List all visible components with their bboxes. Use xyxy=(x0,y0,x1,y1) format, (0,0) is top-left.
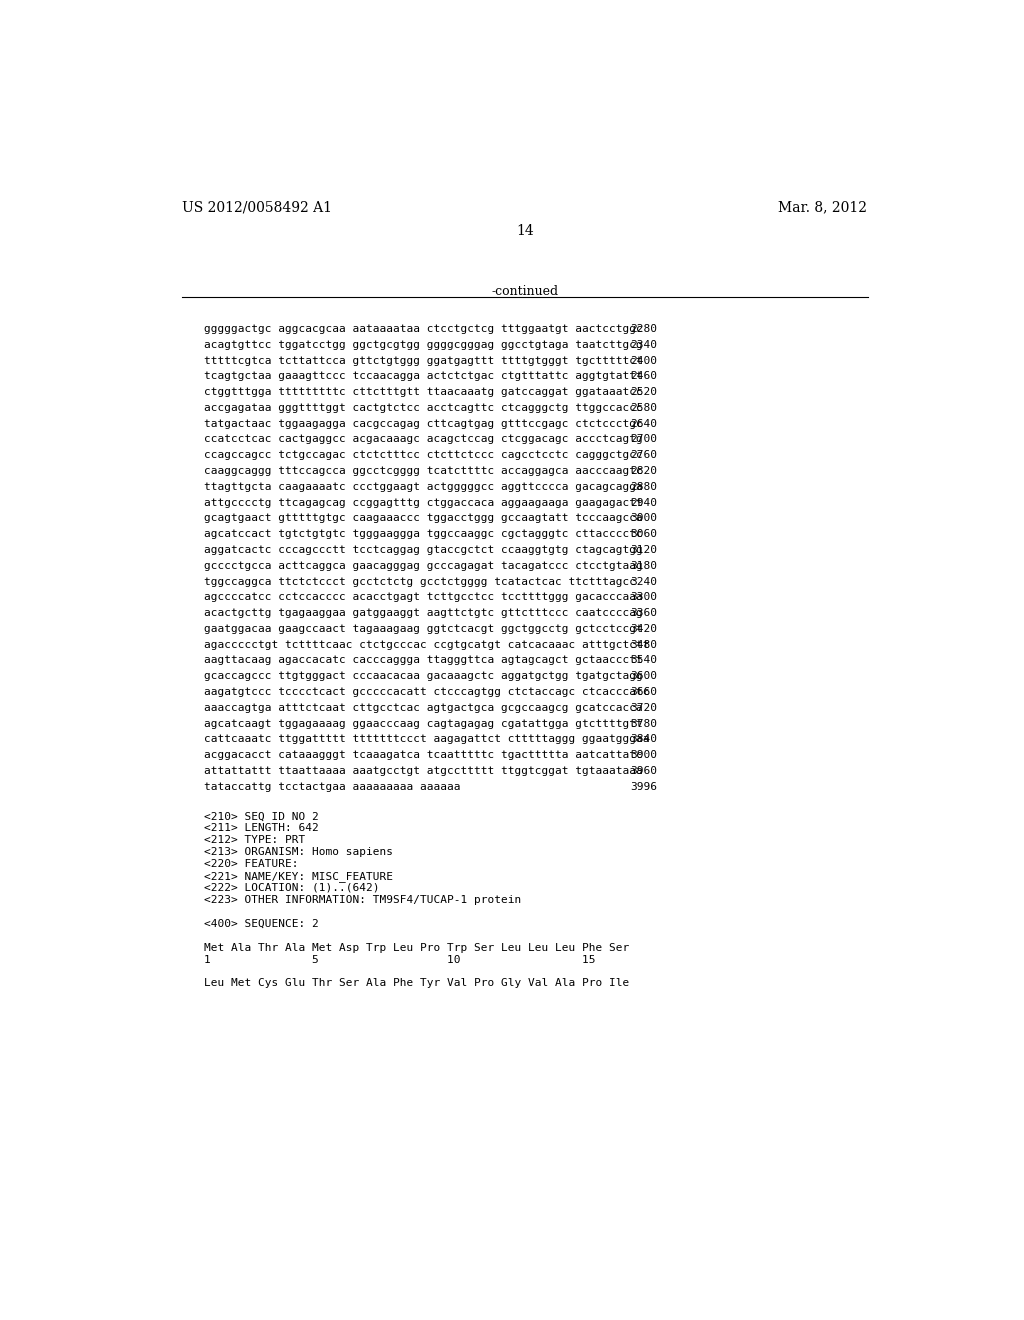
Text: acggacacct cataaagggt tcaaagatca tcaatttttc tgacttttta aatcattatc: acggacacct cataaagggt tcaaagatca tcaattt… xyxy=(204,750,643,760)
Text: 3660: 3660 xyxy=(630,686,657,697)
Text: <223> OTHER INFORMATION: TM9SF4/TUCAP-1 protein: <223> OTHER INFORMATION: TM9SF4/TUCAP-1 … xyxy=(204,895,521,906)
Text: 2700: 2700 xyxy=(630,434,657,445)
Text: 2460: 2460 xyxy=(630,371,657,381)
Text: 3840: 3840 xyxy=(630,734,657,744)
Text: tggccaggca ttctctccct gcctctctg gcctctgggg tcatactcac ttctttagcc: tggccaggca ttctctccct gcctctctg gcctctgg… xyxy=(204,577,636,586)
Text: 3540: 3540 xyxy=(630,656,657,665)
Text: 2880: 2880 xyxy=(630,482,657,492)
Text: 3360: 3360 xyxy=(630,609,657,618)
Text: US 2012/0058492 A1: US 2012/0058492 A1 xyxy=(182,201,332,215)
Text: aagttacaag agaccacatc cacccaggga ttagggttca agtagcagct gctaaccctt: aagttacaag agaccacatc cacccaggga ttagggt… xyxy=(204,656,643,665)
Text: <211> LENGTH: 642: <211> LENGTH: 642 xyxy=(204,824,318,833)
Text: 2580: 2580 xyxy=(630,403,657,413)
Text: 3180: 3180 xyxy=(630,561,657,570)
Text: 3120: 3120 xyxy=(630,545,657,554)
Text: 3900: 3900 xyxy=(630,750,657,760)
Text: tataccattg tcctactgaa aaaaaaaaa aaaaaa: tataccattg tcctactgaa aaaaaaaaa aaaaaa xyxy=(204,781,461,792)
Text: 3600: 3600 xyxy=(630,671,657,681)
Text: Leu Met Cys Glu Thr Ser Ala Phe Tyr Val Pro Gly Val Ala Pro Ile: Leu Met Cys Glu Thr Ser Ala Phe Tyr Val … xyxy=(204,978,629,989)
Text: attattattt ttaattaaaa aaatgcctgt atgccttttt ttggtcggat tgtaaataaa: attattattt ttaattaaaa aaatgcctgt atgcctt… xyxy=(204,766,643,776)
Text: caaggcaggg tttccagcca ggcctcgggg tcatcttttc accaggagca aacccaagtc: caaggcaggg tttccagcca ggcctcgggg tcatctt… xyxy=(204,466,643,477)
Text: Met Ala Thr Ala Met Asp Trp Leu Pro Trp Ser Leu Leu Leu Phe Ser: Met Ala Thr Ala Met Asp Trp Leu Pro Trp … xyxy=(204,942,629,953)
Text: tatgactaac tggaagagga cacgccagag cttcagtgag gtttccgagc ctctccctgc: tatgactaac tggaagagga cacgccagag cttcagt… xyxy=(204,418,643,429)
Text: 3000: 3000 xyxy=(630,513,657,523)
Text: 3060: 3060 xyxy=(630,529,657,539)
Text: <212> TYPE: PRT: <212> TYPE: PRT xyxy=(204,836,305,845)
Text: 2820: 2820 xyxy=(630,466,657,477)
Text: 2520: 2520 xyxy=(630,387,657,397)
Text: 3480: 3480 xyxy=(630,640,657,649)
Text: 3960: 3960 xyxy=(630,766,657,776)
Text: 3420: 3420 xyxy=(630,624,657,634)
Text: <220> FEATURE:: <220> FEATURE: xyxy=(204,859,298,869)
Text: 1               5                   10                  15: 1 5 10 15 xyxy=(204,954,595,965)
Text: 3720: 3720 xyxy=(630,702,657,713)
Text: <221> NAME/KEY: MISC_FEATURE: <221> NAME/KEY: MISC_FEATURE xyxy=(204,871,393,882)
Text: 2400: 2400 xyxy=(630,355,657,366)
Text: 2640: 2640 xyxy=(630,418,657,429)
Text: aggatcactc cccagccctt tcctcaggag gtaccgctct ccaaggtgtg ctagcagtgg: aggatcactc cccagccctt tcctcaggag gtaccgc… xyxy=(204,545,643,554)
Text: <400> SEQUENCE: 2: <400> SEQUENCE: 2 xyxy=(204,919,318,929)
Text: attgcccctg ttcagagcag ccggagtttg ctggaccaca aggaagaaga gaagagactt: attgcccctg ttcagagcag ccggagtttg ctggacc… xyxy=(204,498,643,508)
Text: <222> LOCATION: (1)..(642): <222> LOCATION: (1)..(642) xyxy=(204,883,380,892)
Text: 3240: 3240 xyxy=(630,577,657,586)
Text: aagatgtccc tcccctcact gcccccacatt ctcccagtgg ctctaccagc ctcacccatc: aagatgtccc tcccctcact gcccccacatt ctccca… xyxy=(204,686,649,697)
Text: ccagccagcc tctgccagac ctctctttcc ctcttctccc cagcctcctc cagggctgcc: ccagccagcc tctgccagac ctctctttcc ctcttct… xyxy=(204,450,643,461)
Text: 3996: 3996 xyxy=(630,781,657,792)
Text: 3780: 3780 xyxy=(630,718,657,729)
Text: gcagtgaact gtttttgtgc caagaaaccc tggacctggg gccaagtatt tcccaagcca: gcagtgaact gtttttgtgc caagaaaccc tggacct… xyxy=(204,513,643,523)
Text: agccccatcc cctccacccc acacctgagt tcttgcctcc tccttttggg gacacccaaa: agccccatcc cctccacccc acacctgagt tcttgcc… xyxy=(204,593,643,602)
Text: -continued: -continued xyxy=(492,285,558,298)
Text: <213> ORGANISM: Homo sapiens: <213> ORGANISM: Homo sapiens xyxy=(204,847,393,857)
Text: 2760: 2760 xyxy=(630,450,657,461)
Text: gcaccagccc ttgtgggact cccaacacaa gacaaagctc aggatgctgg tgatgctagg: gcaccagccc ttgtgggact cccaacacaa gacaaag… xyxy=(204,671,643,681)
Text: agcatcaagt tggagaaaag ggaacccaag cagtagagag cgatattgga gtcttttgtt: agcatcaagt tggagaaaag ggaacccaag cagtaga… xyxy=(204,718,643,729)
Text: acactgcttg tgagaaggaa gatggaaggt aagttctgtc gttctttccc caatccccag: acactgcttg tgagaaggaa gatggaaggt aagttct… xyxy=(204,609,643,618)
Text: ttagttgcta caagaaaatc ccctggaagt actgggggcc aggttcccca gacagcagga: ttagttgcta caagaaaatc ccctggaagt actgggg… xyxy=(204,482,643,492)
Text: 14: 14 xyxy=(516,224,534,238)
Text: accgagataa gggttttggt cactgtctcc acctcagttc ctcagggctg ttggccaccc: accgagataa gggttttggt cactgtctcc acctcag… xyxy=(204,403,643,413)
Text: ccatcctcac cactgaggcc acgacaaagc acagctccag ctcggacagc accctcagtg: ccatcctcac cactgaggcc acgacaaagc acagctc… xyxy=(204,434,643,445)
Text: acagtgttcc tggatcctgg ggctgcgtgg ggggcgggag ggcctgtaga taatcttgcg: acagtgttcc tggatcctgg ggctgcgtgg ggggcgg… xyxy=(204,339,643,350)
Text: 2340: 2340 xyxy=(630,339,657,350)
Text: gaatggacaa gaagccaact tagaaagaag ggtctcacgt ggctggcctg gctcctccgt: gaatggacaa gaagccaact tagaaagaag ggtctca… xyxy=(204,624,643,634)
Text: cattcaaatc ttggattttt tttttttccct aagagattct ctttttaggg ggaatgggaa: cattcaaatc ttggattttt tttttttccct aagaga… xyxy=(204,734,649,744)
Text: 2940: 2940 xyxy=(630,498,657,508)
Text: tttttcgtca tcttattcca gttctgtggg ggatgagttt ttttgtgggt tgctttttct: tttttcgtca tcttattcca gttctgtggg ggatgag… xyxy=(204,355,643,366)
Text: agaccccctgt tcttttcaac ctctgcccac ccgtgcatgt catcacaaac atttgctctt: agaccccctgt tcttttcaac ctctgcccac ccgtgc… xyxy=(204,640,649,649)
Text: <210> SEQ ID NO 2: <210> SEQ ID NO 2 xyxy=(204,812,318,821)
Text: gggggactgc aggcacgcaa aataaaataa ctcctgctcg tttggaatgt aactcctggc: gggggactgc aggcacgcaa aataaaataa ctcctgc… xyxy=(204,323,643,334)
Text: Mar. 8, 2012: Mar. 8, 2012 xyxy=(778,201,867,215)
Text: gcccctgcca acttcaggca gaacagggag gcccagagat tacagatccc ctcctgtaag: gcccctgcca acttcaggca gaacagggag gcccaga… xyxy=(204,561,643,570)
Text: tcagtgctaa gaaagttccc tccaacagga actctctgac ctgtttattc aggtgtattt: tcagtgctaa gaaagttccc tccaacagga actctct… xyxy=(204,371,643,381)
Text: ctggtttgga tttttttttc cttctttgtt ttaacaaatg gatccaggat ggataaatcc: ctggtttgga tttttttttc cttctttgtt ttaacaa… xyxy=(204,387,643,397)
Text: 3300: 3300 xyxy=(630,593,657,602)
Text: aaaccagtga atttctcaat cttgcctcac agtgactgca gcgccaagcg gcatccacca: aaaccagtga atttctcaat cttgcctcac agtgact… xyxy=(204,702,643,713)
Text: 2280: 2280 xyxy=(630,323,657,334)
Text: agcatccact tgtctgtgtc tgggaaggga tggccaaggc cgctagggtc cttacccctc: agcatccact tgtctgtgtc tgggaaggga tggccaa… xyxy=(204,529,643,539)
